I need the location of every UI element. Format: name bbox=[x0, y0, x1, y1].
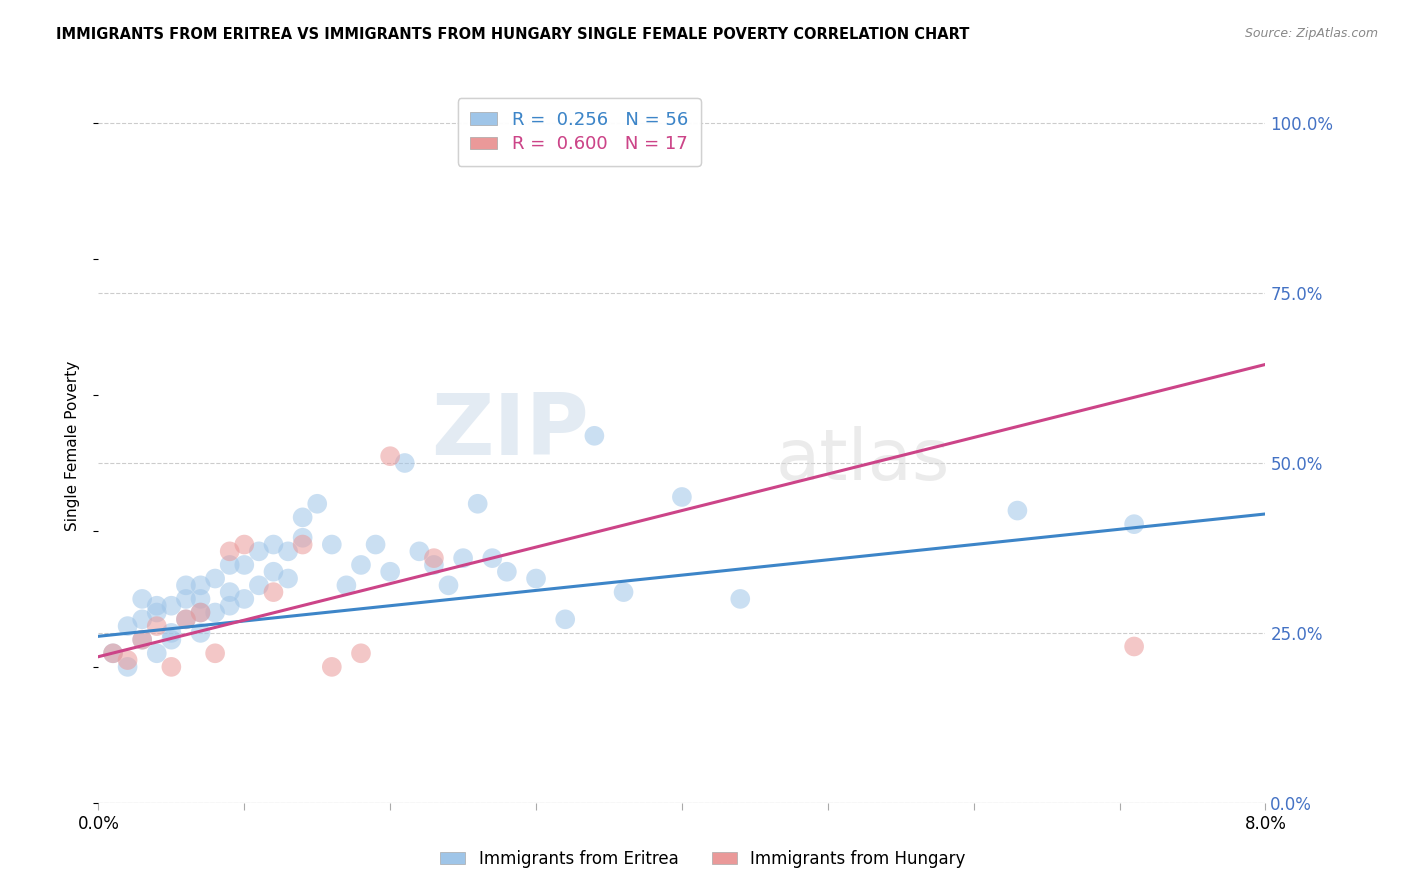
Point bbox=[117, 619, 139, 633]
Point bbox=[728, 591, 751, 606]
Point bbox=[1007, 503, 1029, 517]
Point bbox=[146, 619, 169, 633]
Point bbox=[146, 606, 169, 620]
Point bbox=[524, 572, 547, 586]
Point bbox=[218, 585, 240, 599]
Point bbox=[174, 591, 197, 606]
Point bbox=[467, 497, 489, 511]
Point bbox=[117, 653, 139, 667]
Point bbox=[423, 558, 446, 572]
Point bbox=[671, 490, 693, 504]
Point bbox=[554, 612, 576, 626]
Point bbox=[204, 606, 226, 620]
Point bbox=[101, 646, 124, 660]
Point bbox=[190, 591, 212, 606]
Point bbox=[437, 578, 460, 592]
Point bbox=[174, 578, 197, 592]
Point bbox=[481, 551, 503, 566]
Point bbox=[233, 558, 256, 572]
Point bbox=[233, 537, 256, 551]
Point bbox=[378, 449, 402, 463]
Point bbox=[218, 558, 240, 572]
Point bbox=[277, 572, 299, 586]
Point bbox=[247, 544, 270, 558]
Point bbox=[291, 537, 314, 551]
Point bbox=[218, 544, 240, 558]
Point bbox=[394, 456, 416, 470]
Point bbox=[131, 591, 153, 606]
Point bbox=[117, 660, 139, 674]
Point bbox=[131, 632, 153, 647]
Point bbox=[262, 537, 284, 551]
Point bbox=[291, 531, 314, 545]
Point bbox=[247, 578, 270, 592]
Point bbox=[131, 632, 153, 647]
Text: ZIP: ZIP bbox=[430, 390, 589, 474]
Point bbox=[174, 612, 197, 626]
Point bbox=[423, 551, 446, 566]
Point bbox=[350, 558, 373, 572]
Y-axis label: Single Female Poverty: Single Female Poverty bbox=[65, 361, 80, 531]
Point bbox=[190, 606, 212, 620]
Point bbox=[335, 578, 357, 592]
Text: atlas: atlas bbox=[775, 425, 949, 495]
Text: Source: ZipAtlas.com: Source: ZipAtlas.com bbox=[1244, 27, 1378, 40]
Point bbox=[612, 585, 634, 599]
Legend: R =  0.256   N = 56, R =  0.600   N = 17: R = 0.256 N = 56, R = 0.600 N = 17 bbox=[457, 98, 700, 166]
Point bbox=[146, 599, 169, 613]
Point bbox=[364, 537, 387, 551]
Point bbox=[451, 551, 474, 566]
Point bbox=[277, 544, 299, 558]
Point bbox=[146, 646, 169, 660]
Point bbox=[160, 599, 183, 613]
Point bbox=[190, 578, 212, 592]
Legend: Immigrants from Eritrea, Immigrants from Hungary: Immigrants from Eritrea, Immigrants from… bbox=[434, 844, 972, 875]
Point bbox=[160, 626, 183, 640]
Point bbox=[307, 497, 329, 511]
Point bbox=[218, 599, 240, 613]
Point bbox=[190, 626, 212, 640]
Point bbox=[160, 632, 183, 647]
Point bbox=[233, 591, 256, 606]
Point bbox=[131, 612, 153, 626]
Point bbox=[583, 429, 606, 443]
Point bbox=[262, 565, 284, 579]
Point bbox=[291, 510, 314, 524]
Point bbox=[350, 646, 373, 660]
Text: IMMIGRANTS FROM ERITREA VS IMMIGRANTS FROM HUNGARY SINGLE FEMALE POVERTY CORRELA: IMMIGRANTS FROM ERITREA VS IMMIGRANTS FR… bbox=[56, 27, 970, 42]
Point bbox=[174, 612, 197, 626]
Point bbox=[321, 660, 343, 674]
Point bbox=[1123, 640, 1146, 654]
Point bbox=[321, 537, 343, 551]
Point bbox=[378, 565, 402, 579]
Point bbox=[262, 585, 284, 599]
Point bbox=[101, 646, 124, 660]
Point bbox=[204, 572, 226, 586]
Point bbox=[204, 646, 226, 660]
Point bbox=[160, 660, 183, 674]
Point bbox=[408, 544, 430, 558]
Point bbox=[496, 565, 519, 579]
Point bbox=[1123, 517, 1146, 532]
Point bbox=[190, 606, 212, 620]
